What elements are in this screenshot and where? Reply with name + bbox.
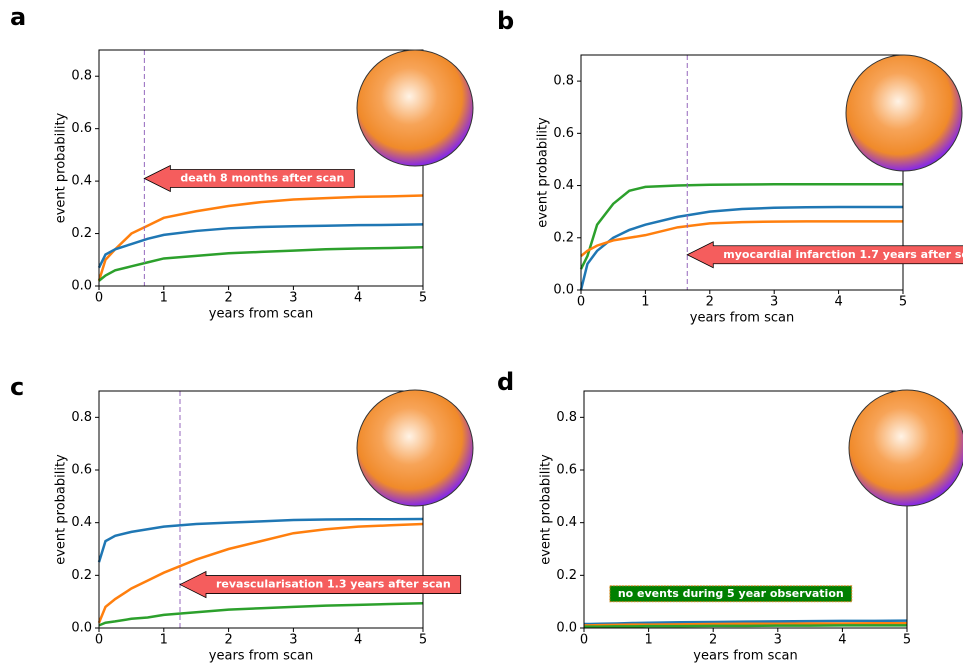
x-axis-label: years from scan — [209, 649, 313, 664]
y-axis-label: event probability — [54, 454, 69, 565]
series-line — [579, 205, 903, 291]
series-line — [584, 624, 907, 628]
x-tick-label: 0 — [95, 291, 103, 306]
y-tick-label: 0.0 — [71, 621, 92, 636]
x-tick-label: 5 — [903, 633, 911, 648]
polar-map — [848, 389, 963, 507]
y-tick-label: 0.2 — [553, 230, 574, 245]
y-tick-label: 0.2 — [556, 568, 577, 583]
annotation-text: no events during 5 year observation — [618, 587, 844, 600]
series-line — [97, 223, 424, 269]
y-axis-label: event probability — [539, 454, 554, 565]
y-axis-label: event probability — [536, 117, 551, 228]
y-tick-label: 0.8 — [71, 410, 92, 425]
y-axis-label: event probability — [54, 112, 69, 223]
annotation-arrow — [686, 241, 963, 269]
y-tick-label: 0.0 — [556, 621, 577, 636]
y-tick-label: 0.6 — [71, 121, 92, 136]
panel-label: a — [10, 3, 26, 31]
series-line — [580, 220, 903, 258]
y-tick-label: 0.4 — [71, 515, 92, 530]
x-axis-label: years from scan — [693, 649, 797, 664]
x-tick-label: 2 — [224, 633, 232, 648]
x-tick-label: 5 — [419, 633, 427, 648]
series-line — [579, 183, 903, 270]
x-tick-label: 2 — [706, 295, 714, 310]
y-tick-label: 0.4 — [71, 174, 92, 189]
series-line — [584, 619, 908, 626]
x-tick-label: 5 — [899, 295, 907, 310]
polar-map — [356, 389, 474, 507]
x-tick-label: 0 — [95, 633, 103, 648]
x-tick-label: 1 — [160, 633, 168, 648]
x-tick-label: 4 — [354, 291, 362, 306]
series-line — [97, 522, 424, 624]
series-line — [98, 245, 424, 282]
y-tick-label: 0.6 — [556, 463, 577, 478]
annotation-text: myocardial infarction 1.7 years after sc… — [723, 248, 963, 261]
y-tick-label: 0.0 — [553, 283, 574, 298]
y-tick-label: 0.2 — [71, 568, 92, 583]
axes-frame — [583, 390, 908, 629]
panel-label: c — [10, 373, 24, 401]
y-tick-label: 0.8 — [556, 410, 577, 425]
x-tick-label: 0 — [577, 295, 585, 310]
series-line — [584, 622, 907, 627]
panel-label: b — [497, 7, 514, 35]
x-tick-label: 0 — [580, 633, 588, 648]
series-line — [98, 601, 424, 627]
x-tick-label: 4 — [354, 633, 362, 648]
x-tick-label: 1 — [160, 291, 168, 306]
y-tick-label: 0.8 — [553, 74, 574, 89]
annotation-box — [609, 585, 853, 603]
x-tick-label: 3 — [770, 295, 778, 310]
x-tick-label: 3 — [289, 291, 297, 306]
polar-map — [845, 54, 963, 172]
y-tick-label: 0.6 — [71, 463, 92, 478]
panel-label: d — [497, 368, 514, 396]
annotation-arrow — [179, 570, 462, 599]
polar-map — [356, 49, 474, 167]
x-tick-label: 1 — [641, 295, 649, 310]
series-line — [97, 517, 424, 563]
x-tick-label: 4 — [834, 295, 842, 310]
y-tick-label: 0.4 — [556, 515, 577, 530]
x-tick-label: 3 — [289, 633, 297, 648]
y-tick-label: 0.8 — [71, 69, 92, 84]
x-tick-label: 2 — [224, 291, 232, 306]
annotation-text: revascularisation 1.3 years after scan — [216, 578, 451, 591]
x-tick-label: 4 — [838, 633, 846, 648]
series-line — [97, 194, 424, 282]
annotation-arrow — [143, 164, 355, 193]
x-axis-label: years from scan — [690, 311, 794, 326]
axes-frame — [98, 390, 424, 629]
y-tick-label: 0.4 — [553, 178, 574, 193]
x-tick-label: 3 — [774, 633, 782, 648]
y-tick-label: 0.6 — [553, 126, 574, 141]
y-tick-label: 0.2 — [71, 226, 92, 241]
x-axis-label: years from scan — [209, 307, 313, 322]
axes-frame — [580, 54, 904, 291]
annotation-text: death 8 months after scan — [180, 171, 344, 184]
axes-frame — [98, 49, 424, 287]
x-tick-label: 1 — [644, 633, 652, 648]
y-tick-label: 0.0 — [71, 279, 92, 294]
x-tick-label: 2 — [709, 633, 717, 648]
x-tick-label: 5 — [419, 291, 427, 306]
